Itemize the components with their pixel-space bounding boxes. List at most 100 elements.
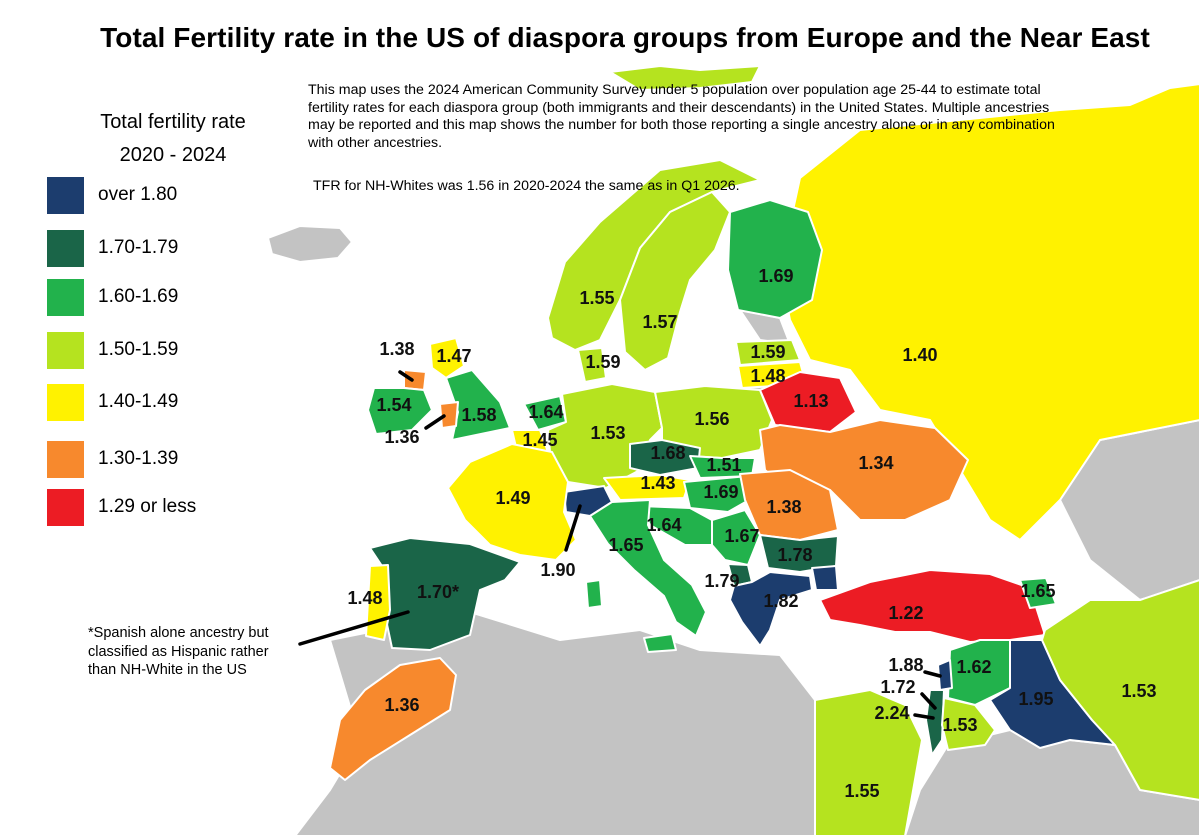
- legend-swatch: [47, 278, 84, 316]
- label-norway: 1.55: [579, 288, 614, 308]
- region-scotland: [429, 337, 465, 379]
- label-portugal: 1.48: [347, 588, 382, 608]
- label-greece: 1.82: [763, 591, 798, 611]
- label-france: 1.49: [495, 488, 530, 508]
- leader-line-spain-footnote: [298, 610, 410, 646]
- label-netherlands: 1.64: [528, 402, 563, 422]
- label-russia: 1.40: [902, 345, 937, 365]
- label-austria: 1.43: [640, 473, 675, 493]
- region-estonia: [735, 339, 801, 366]
- leader-line-lebanon: [923, 670, 942, 678]
- label-romania: 1.38: [766, 497, 801, 517]
- region-slovakia: [689, 455, 756, 479]
- label-serbia: 1.67: [724, 526, 759, 546]
- label-sweden: 1.57: [642, 312, 677, 332]
- label-morocco: 1.36: [384, 695, 419, 715]
- label-northern-ireland: 1.38: [379, 339, 414, 359]
- leader-line-palestine: [913, 713, 935, 720]
- region-east-thrace: [811, 565, 839, 591]
- region-morocco: [329, 657, 457, 781]
- region-denmark: [577, 347, 607, 383]
- label-ukraine: 1.34: [858, 453, 893, 473]
- region-sweden: [619, 191, 731, 371]
- region-ireland: [367, 387, 433, 435]
- region-jordan: [941, 697, 996, 751]
- label-ireland: 1.54: [376, 395, 411, 415]
- label-denmark: 1.59: [585, 352, 620, 372]
- label-palestine: 2.24: [874, 703, 909, 723]
- label-syria: 1.62: [956, 657, 991, 677]
- region-sardinia: [585, 579, 603, 609]
- legend-title-line1: Total fertility rate: [100, 111, 246, 133]
- label-belgium: 1.45: [522, 430, 557, 450]
- legend-label: 1.50-1.59: [98, 339, 179, 360]
- label-italy: 1.65: [608, 535, 643, 555]
- label-lebanon: 1.88: [888, 655, 923, 675]
- label-poland: 1.56: [694, 409, 729, 429]
- label-estonia: 1.59: [750, 342, 785, 362]
- legend-label: 1.60-1.69: [98, 286, 179, 307]
- legend-label: 1.70-1.79: [98, 237, 179, 258]
- legend-item: 1.40-1.49: [47, 382, 178, 422]
- region-turkey: [819, 569, 1046, 643]
- label-jordan: 1.53: [942, 715, 977, 735]
- iceland: [267, 225, 353, 263]
- region-greece: [729, 571, 813, 647]
- label-latvia: 1.48: [750, 366, 785, 386]
- region-poland: [654, 385, 773, 459]
- legend-label: 1.40-1.49: [98, 391, 179, 412]
- region-armenia: [1019, 577, 1057, 609]
- region-northern-ireland: [403, 369, 427, 391]
- region-iran: [1041, 579, 1200, 801]
- region-belarus: [759, 371, 857, 433]
- legend-item: 1.50-1.59: [47, 330, 178, 370]
- legend-swatch: [47, 440, 84, 478]
- label-iraq: 1.95: [1018, 689, 1053, 709]
- legend-title: Total fertility rate 2020 - 2024: [58, 106, 288, 172]
- region-russia: [779, 83, 1200, 541]
- legend-swatch: [47, 229, 84, 267]
- leader-line-wales: [424, 414, 446, 430]
- region-israel: [925, 689, 945, 756]
- map-description: This map uses the 2024 American Communit…: [308, 82, 1055, 151]
- label-iran: 1.53: [1121, 681, 1156, 701]
- legend-swatch: [47, 176, 84, 214]
- label-finland: 1.69: [758, 266, 793, 286]
- label-switzerland: 1.90: [540, 560, 575, 580]
- label-egypt: 1.55: [844, 781, 879, 801]
- legend-item: 1.70-1.79: [47, 228, 178, 268]
- legend-label: 1.29 or less: [98, 496, 197, 517]
- legend-label: over 1.80: [98, 184, 178, 205]
- label-belarus: 1.13: [793, 391, 828, 411]
- spain-footnote: *Spanish alone ancestry but classified a…: [88, 625, 269, 678]
- region-sicily: [643, 633, 677, 653]
- region-romania: [739, 469, 839, 541]
- legend-item: 1.60-1.69: [47, 277, 178, 317]
- label-turkey: 1.22: [888, 603, 923, 623]
- region-scandinavia-north: [609, 65, 761, 91]
- leader-line-switzerland: [564, 504, 582, 552]
- label-germany: 1.53: [590, 423, 625, 443]
- map-title: Total Fertility rate in the US of diaspo…: [100, 22, 1150, 53]
- label-czechia: 1.68: [650, 443, 685, 463]
- region-italy: [589, 499, 707, 637]
- legend-item: 1.30-1.39: [47, 439, 178, 479]
- legend-swatch: [47, 331, 84, 369]
- label-north-macedonia: 1.79: [704, 571, 739, 591]
- label-bulgaria: 1.78: [777, 545, 812, 565]
- leader-line-northern-ireland: [398, 370, 414, 382]
- label-wales: 1.36: [384, 427, 419, 447]
- label-scotland: 1.47: [436, 346, 471, 366]
- legend-title-line2: 2020 - 2024: [119, 144, 227, 166]
- region-lebanon: [937, 659, 953, 691]
- leader-line-israel: [920, 692, 937, 710]
- label-slovakia: 1.51: [706, 455, 741, 475]
- region-finland: [727, 199, 823, 319]
- label-england: 1.58: [461, 405, 496, 425]
- region-hungary: [683, 475, 757, 513]
- region-egypt: [814, 689, 923, 836]
- legend-swatch: [47, 383, 84, 421]
- legend-item: over 1.80: [47, 175, 177, 215]
- label-slovenia-croatia: 1.64: [646, 515, 681, 535]
- label-israel: 1.72: [880, 677, 915, 697]
